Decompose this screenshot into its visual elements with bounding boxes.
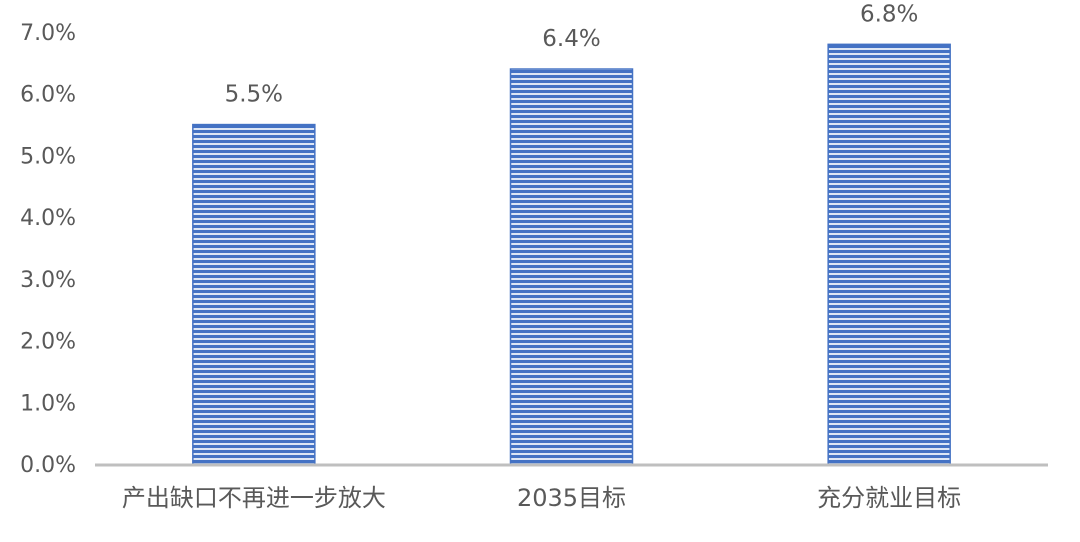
y-tick-label: 4.0% [20, 206, 76, 231]
y-tick-label: 1.0% [20, 391, 76, 416]
x-category-label: 产出缺口不再进一步放大 [122, 484, 386, 512]
x-axis-categories: 产出缺口不再进一步放大 2035目标 充分就业目标 [122, 484, 961, 512]
data-label: 5.5% [225, 82, 283, 108]
y-tick-label: 5.0% [20, 144, 76, 169]
x-category-label: 充分就业目标 [817, 484, 961, 512]
y-tick-label: 2.0% [20, 330, 76, 355]
y-axis-ticks: 0.0% 1.0% 2.0% 3.0% 4.0% 5.0% 6.0% 7.0% [20, 21, 76, 478]
y-tick-label: 0.0% [20, 453, 76, 478]
data-label: 6.8% [860, 1, 918, 27]
y-tick-label: 3.0% [20, 268, 76, 293]
data-label: 6.4% [542, 26, 600, 52]
data-labels: 5.5% 6.4% 6.8% [225, 1, 919, 107]
bar [509, 68, 634, 465]
x-category-label: 2035目标 [517, 484, 626, 512]
y-tick-label: 6.0% [20, 83, 76, 108]
bar [192, 123, 316, 465]
bars [192, 43, 951, 465]
y-tick-label: 7.0% [20, 21, 76, 46]
bar [827, 43, 951, 465]
